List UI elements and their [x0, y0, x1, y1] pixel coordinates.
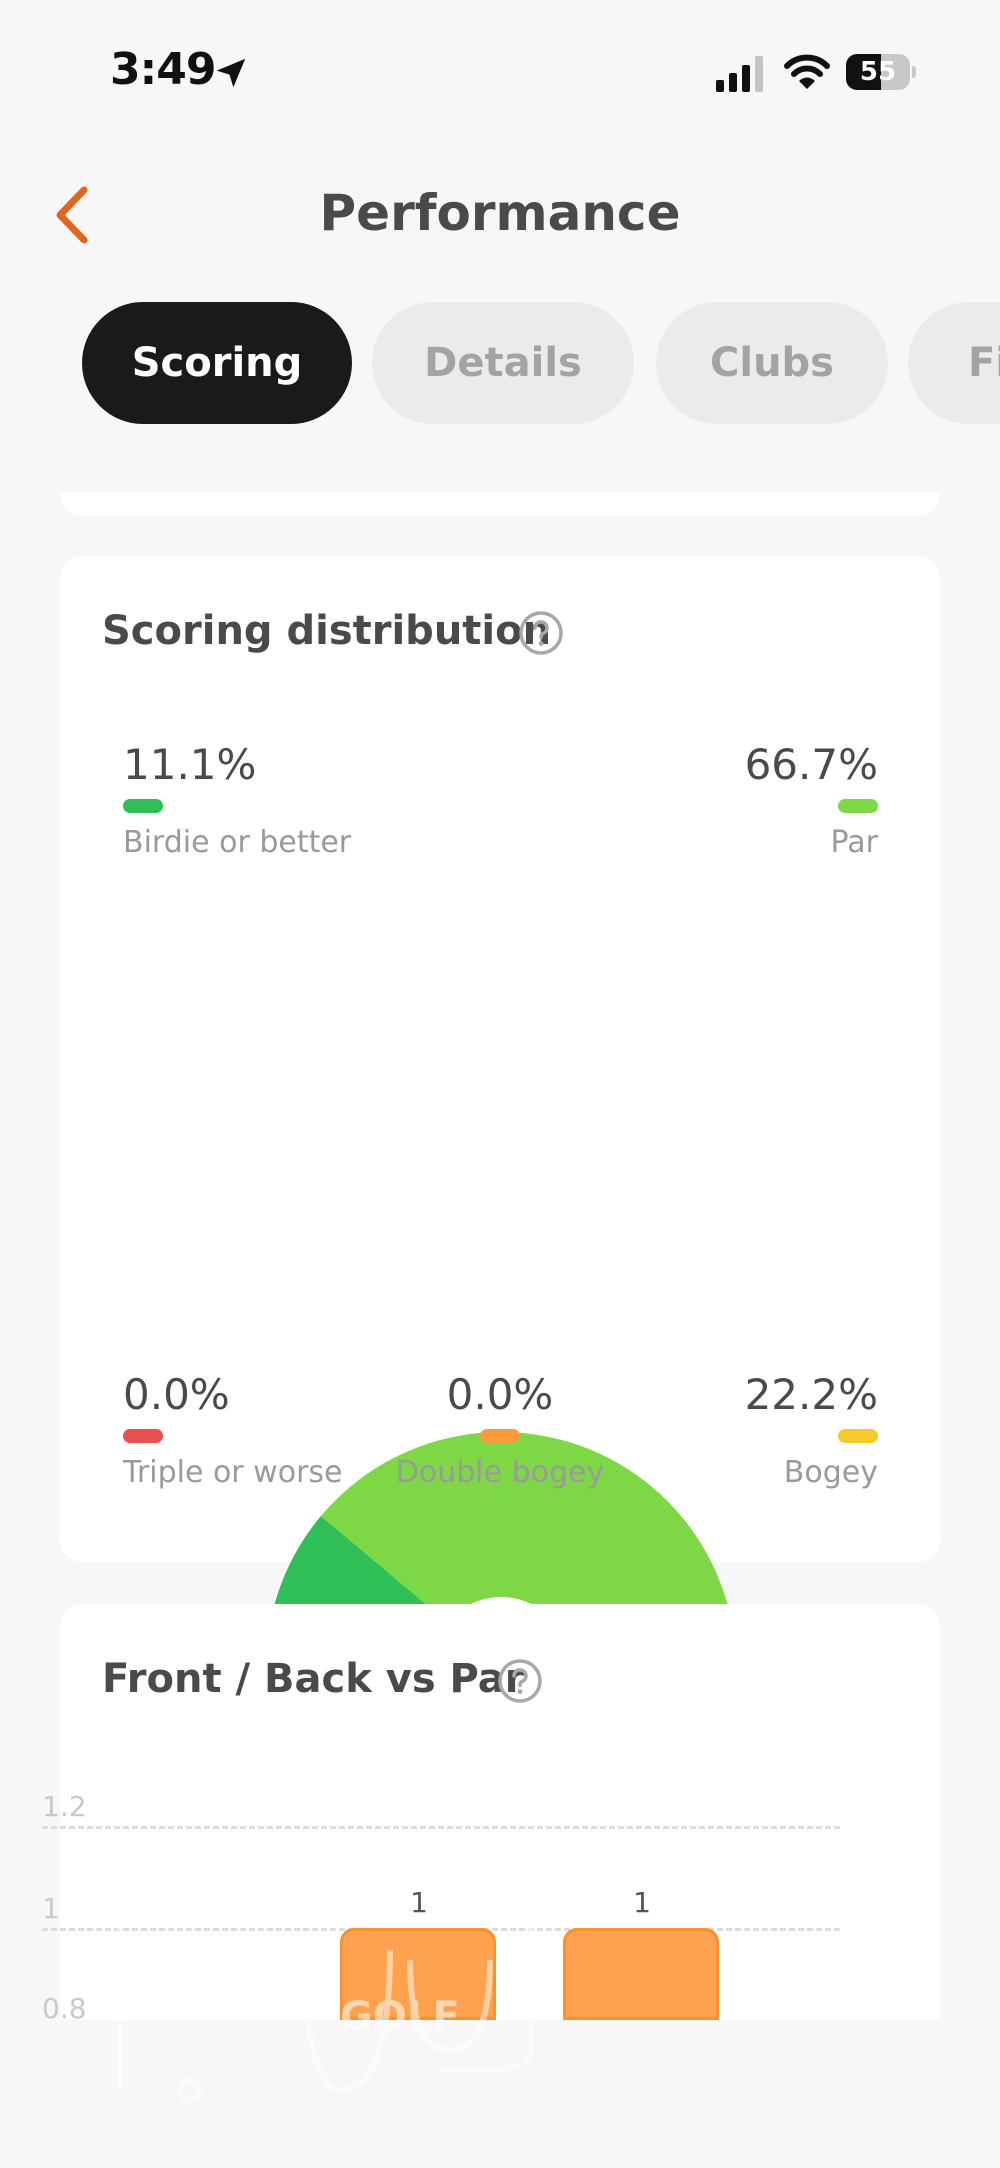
legend-bogey: 22.2% Bogey	[618, 1370, 878, 1490]
legend-double-label: Double bogey	[395, 1455, 605, 1490]
scoring-distribution-card: Scoring distribution 11.1% Birdie or bet…	[60, 556, 940, 1902]
legend-birdie-label: Birdie or better	[123, 825, 352, 860]
tab-details[interactable]: Details	[372, 302, 634, 424]
bar-value-label: 1	[410, 1886, 428, 1919]
legend-birdie-swatch	[123, 799, 163, 813]
tab-fi[interactable]: Fi	[908, 302, 1000, 424]
legend-bogey-label: Bogey	[783, 1455, 878, 1490]
battery-indicator: 55	[846, 54, 916, 90]
previous-card-edge	[60, 492, 940, 516]
back-chevron-icon[interactable]	[44, 180, 104, 250]
battery-level-text: 55	[859, 57, 897, 87]
front-nine-bar	[340, 1928, 496, 2020]
front-back-bar-chart: 1.2 1 0.8 1 1	[42, 1770, 840, 2050]
battery-fill	[846, 54, 882, 90]
tab-bar: Scoring Details Clubs Fi	[0, 302, 1000, 426]
legend-par-swatch	[838, 799, 878, 813]
legend-bogey-swatch	[838, 1429, 878, 1443]
legend-triple-value: 0.0%	[123, 1370, 230, 1419]
legend-double-value: 0.0%	[446, 1370, 554, 1419]
legend-triple-swatch	[123, 1429, 163, 1443]
location-arrow-icon	[216, 58, 246, 88]
legend-par-value: 66.7%	[744, 740, 878, 789]
help-question-icon[interactable]	[497, 1658, 543, 1704]
back-nine-bar	[563, 1928, 719, 2020]
watermark-brand: GOLF	[340, 1994, 460, 2040]
y-tick-label: 1.2	[42, 1790, 87, 1823]
legend-birdie: 11.1% Birdie or better	[123, 740, 383, 860]
front-back-title: Front / Back vs Par	[102, 1656, 525, 1702]
legend-par-label: Par	[830, 825, 878, 860]
watermark-logo: GOLF	[117, 1910, 533, 2103]
status-bar: 3:49 55	[0, 0, 1000, 150]
legend-bogey-value: 22.2%	[744, 1370, 878, 1419]
scoring-distribution-title: Scoring distribution	[102, 608, 552, 654]
legend-par: 66.7% Par	[618, 740, 878, 860]
bar-value-label: 1	[633, 1886, 651, 1919]
legend-double: 0.0% Double bogey	[370, 1370, 630, 1490]
legend-triple: 0.0% Triple or worse	[123, 1370, 383, 1490]
header: Performance	[0, 160, 1000, 270]
tab-scoring[interactable]: Scoring	[82, 302, 352, 424]
bottom-overlay	[0, 2020, 1000, 2168]
grid-line	[42, 1826, 840, 1829]
y-tick-label: 0.8	[42, 1992, 87, 2025]
status-time: 3:49	[110, 44, 216, 95]
tab-clubs[interactable]: Clubs	[656, 302, 888, 424]
page-title: Performance	[319, 184, 681, 242]
legend-double-swatch	[480, 1429, 520, 1443]
cellular-signal-icon	[716, 56, 763, 92]
help-question-icon[interactable]	[518, 610, 564, 656]
wifi-icon	[784, 54, 830, 89]
legend-triple-label: Triple or worse	[123, 1455, 343, 1490]
y-tick-label: 1	[42, 1892, 60, 1925]
legend-birdie-value: 11.1%	[123, 740, 257, 789]
